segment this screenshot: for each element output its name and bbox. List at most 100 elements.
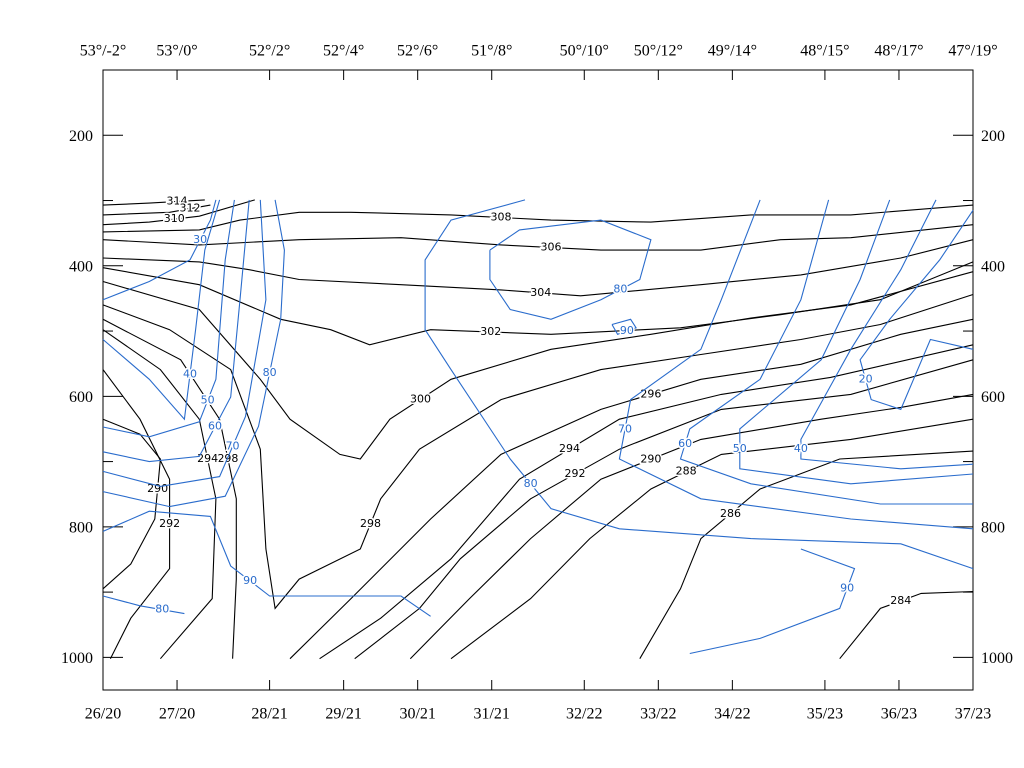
- contour-line: [102, 204, 211, 216]
- contour-line: [289, 318, 974, 660]
- contour-label: 300: [410, 392, 431, 405]
- y-tick-label: 1000: [61, 650, 93, 667]
- contour-label: 90: [243, 574, 257, 587]
- contour-line: [409, 393, 974, 660]
- contour-label: 312: [180, 202, 201, 215]
- contour-label: 310: [164, 212, 185, 225]
- contour-label: 292: [159, 517, 180, 530]
- contour-line: [102, 199, 221, 421]
- contour-label: 294: [197, 452, 218, 465]
- x-tick-label: 31/21: [473, 706, 509, 723]
- contour-line: [689, 548, 856, 655]
- contour-line: [450, 418, 974, 660]
- x2-tick-label: 52°/2°: [249, 43, 290, 60]
- y-tick-label: 800: [69, 520, 93, 537]
- y-tick-label: 600: [69, 389, 93, 406]
- x2-tick-label: 53°/-2°: [80, 43, 127, 60]
- x-tick-label: 28/21: [251, 706, 287, 723]
- x2-tick-label: 52°/6°: [397, 43, 438, 60]
- contour-line: [102, 204, 974, 233]
- x-tick-label: 26/20: [85, 706, 121, 723]
- y-tick-label-right: 600: [981, 389, 1005, 406]
- contour-line: [611, 318, 637, 335]
- contour-label: 292: [565, 467, 586, 480]
- contour-line: [102, 329, 217, 660]
- contour-label: 284: [890, 594, 911, 607]
- x2-tick-label: 53°/0°: [156, 43, 197, 60]
- contour-label: 298: [360, 517, 381, 530]
- contour-label: 304: [530, 286, 551, 299]
- contour-label: 306: [540, 241, 561, 254]
- contour-line: [859, 209, 974, 411]
- contour-line: [639, 450, 974, 659]
- x2-tick-label: 47°/19°: [948, 43, 997, 60]
- contour-label: 80: [263, 366, 277, 379]
- contour-label: 314: [167, 195, 188, 208]
- contour-line: [102, 418, 161, 590]
- contour-label: 50: [201, 394, 215, 407]
- y-tick-label-right: 400: [981, 258, 1005, 275]
- contour-label: 80: [155, 603, 169, 616]
- x-tick-label: 29/21: [325, 706, 361, 723]
- y-tick-label-right: 200: [981, 128, 1005, 145]
- contour-label: 60: [678, 437, 692, 450]
- contour-line: [319, 344, 974, 660]
- contour-line: [102, 271, 974, 460]
- contour-label: 90: [620, 324, 634, 337]
- contour-line: [739, 199, 974, 485]
- contour-line: [424, 199, 974, 570]
- contour-line: [102, 199, 267, 487]
- contour-line: [102, 199, 255, 226]
- contour-line: [489, 219, 652, 320]
- contour-line: [800, 199, 974, 470]
- contour-label: 294: [559, 442, 580, 455]
- contour-line: [102, 318, 237, 659]
- x-tick-label: 36/23: [881, 706, 917, 723]
- x2-tick-label: 50°/10°: [560, 43, 609, 60]
- contour-label: 70: [226, 440, 240, 453]
- y-tick-label: 200: [69, 128, 93, 145]
- contour-label: 90: [840, 582, 854, 595]
- contour-label: 308: [490, 210, 511, 223]
- contour-label: 40: [794, 442, 808, 455]
- contour-label: 40: [183, 367, 197, 380]
- contour-label: 290: [640, 452, 661, 465]
- contour-line: [102, 293, 974, 610]
- plot-frame: [102, 69, 974, 691]
- x-tick-label: 32/22: [566, 706, 602, 723]
- contour-line: [102, 199, 235, 438]
- contour-label: 30: [193, 233, 207, 246]
- x2-tick-label: 48°/15°: [800, 43, 849, 60]
- x-tick-label: 33/22: [640, 706, 676, 723]
- y-tick-label: 400: [69, 258, 93, 275]
- y-tick-label-right: 800: [981, 520, 1005, 537]
- x2-tick-label: 50°/12°: [634, 43, 683, 60]
- x2-tick-label: 52°/4°: [323, 43, 364, 60]
- contour-line: [354, 359, 974, 660]
- contour-line: [102, 199, 205, 206]
- contour-label: 296: [640, 387, 661, 400]
- x2-tick-label: 48°/17°: [874, 43, 923, 60]
- x-tick-label: 27/20: [159, 706, 195, 723]
- contour-label: 60: [208, 420, 222, 433]
- contour-line: [102, 224, 974, 251]
- contour-line: [102, 199, 217, 301]
- contour-line: [102, 261, 974, 346]
- contour-label: 20: [859, 373, 873, 386]
- contour-line: [102, 510, 431, 617]
- contour-line: [102, 239, 974, 297]
- y-tick-label-right: 1000: [981, 650, 1013, 667]
- x2-tick-label: 51°/8°: [471, 43, 512, 60]
- x-tick-label: 30/21: [399, 706, 435, 723]
- contour-line: [679, 199, 973, 505]
- x2-tick-label: 49°/14°: [708, 43, 757, 60]
- contour-line: [102, 369, 171, 659]
- contour-line: [618, 199, 974, 530]
- x-tick-label: 35/23: [807, 706, 843, 723]
- contour-line: [102, 199, 250, 463]
- x-tick-label: 34/22: [714, 706, 750, 723]
- x-tick-label: 37/23: [955, 706, 991, 723]
- contour-label: 288: [676, 465, 697, 478]
- contour-line: [102, 595, 185, 615]
